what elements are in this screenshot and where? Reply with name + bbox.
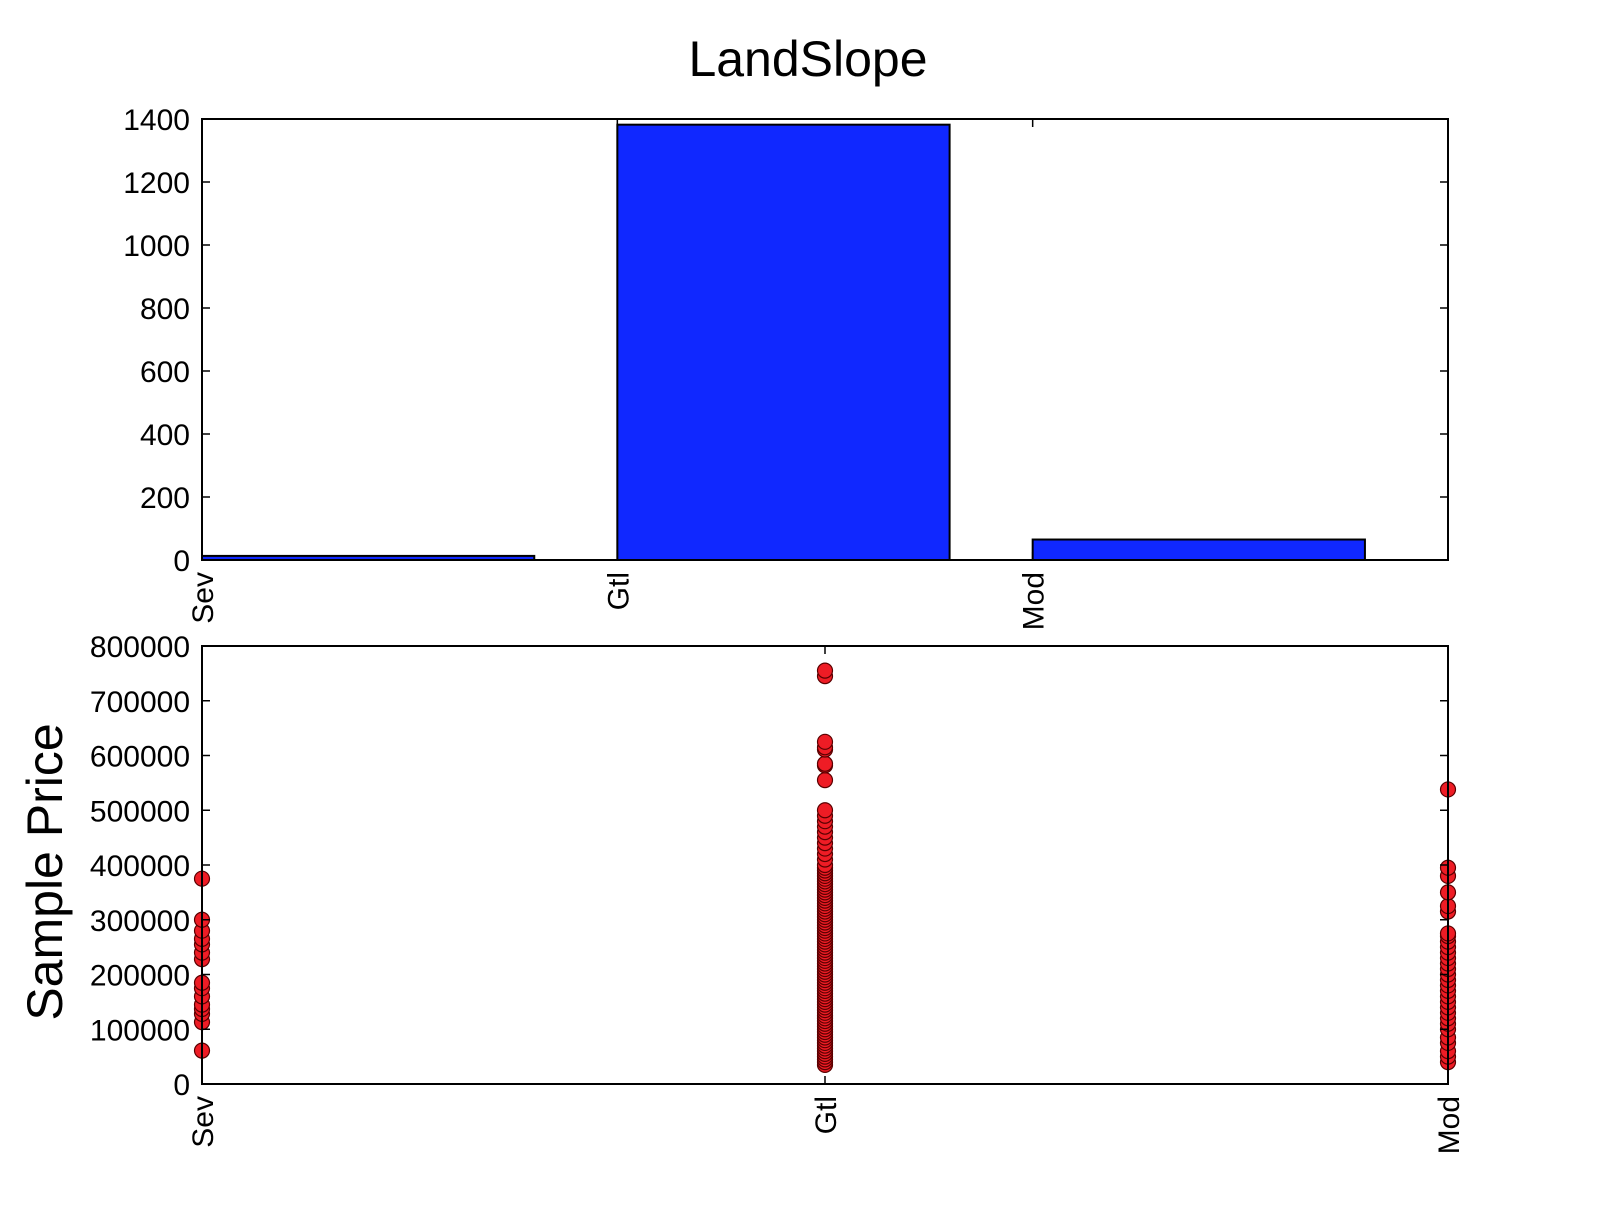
bar-chart: 0 200 400 600 800 1000 1200 1400 Sev Gtl Mod — [123, 104, 1449, 630]
scatter-x-tick-label: Gtl — [810, 1096, 843, 1134]
scatter-y-axis: 0 100000 200000 300000 400000 500000 600000 700… — [90, 631, 1448, 1102]
scatter-x-tick-label: Mod — [1433, 1096, 1466, 1154]
scatter-point-gtl — [816, 662, 834, 679]
scatter-point-gtl — [816, 755, 834, 772]
scatter-point-gtl — [816, 733, 834, 750]
scatter-y-tick-label: 800000 — [90, 631, 190, 664]
bar-x-axis: Sev Gtl Mod — [187, 119, 1051, 630]
bar-y-tick-label: 600 — [140, 356, 190, 389]
scatter-x-tick-label: Sev — [187, 1096, 220, 1148]
scatter-point-gtl — [816, 802, 834, 819]
scatter-plot-frame — [201, 645, 1449, 1085]
bar-mod — [1031, 538, 1366, 562]
scatter-point-gtl — [816, 772, 834, 789]
bar-y-tick-label: 1000 — [123, 230, 190, 263]
bar-y-tick-label: 0 — [173, 545, 190, 578]
bar-y-tick-label: 1200 — [123, 167, 190, 200]
bar-gtl — [616, 123, 951, 561]
scatter-chart: 0 100000 200000 300000 400000 500000 600000 700… — [17, 631, 1466, 1154]
scatter-y-tick-label: 100000 — [90, 1014, 190, 1047]
bar-marks — [201, 123, 1366, 562]
scatter-y-tick-label: 0 — [173, 1069, 190, 1102]
bar-y-axis: 0 200 400 600 800 1000 1200 1400 — [123, 104, 1448, 578]
bar-y-tick-label: 200 — [140, 482, 190, 515]
scatter-y-tick-label: 600000 — [90, 741, 190, 774]
bar-y-tick-label: 1400 — [123, 104, 190, 137]
bar-y-tick-label: 400 — [140, 419, 190, 452]
bar-y-tick-label: 800 — [140, 293, 190, 326]
bar-x-tick-label: Sev — [187, 572, 220, 624]
bar-x-tick-label: Mod — [1018, 572, 1051, 630]
scatter-y-tick-label: 700000 — [90, 686, 190, 719]
scatter-y-axis-label: Sample Price — [17, 723, 73, 1020]
scatter-y-tick-label: 200000 — [90, 960, 190, 993]
scatter-y-tick-label: 500000 — [90, 795, 190, 828]
scatter-y-tick-label: 300000 — [90, 905, 190, 938]
scatter-marks — [193, 662, 1457, 1073]
bar-x-tick-label: Gtl — [602, 572, 635, 610]
chart-title: LandSlope — [688, 31, 927, 87]
scatter-y-tick-label: 400000 — [90, 850, 190, 883]
bar-plot-frame — [201, 118, 1449, 561]
